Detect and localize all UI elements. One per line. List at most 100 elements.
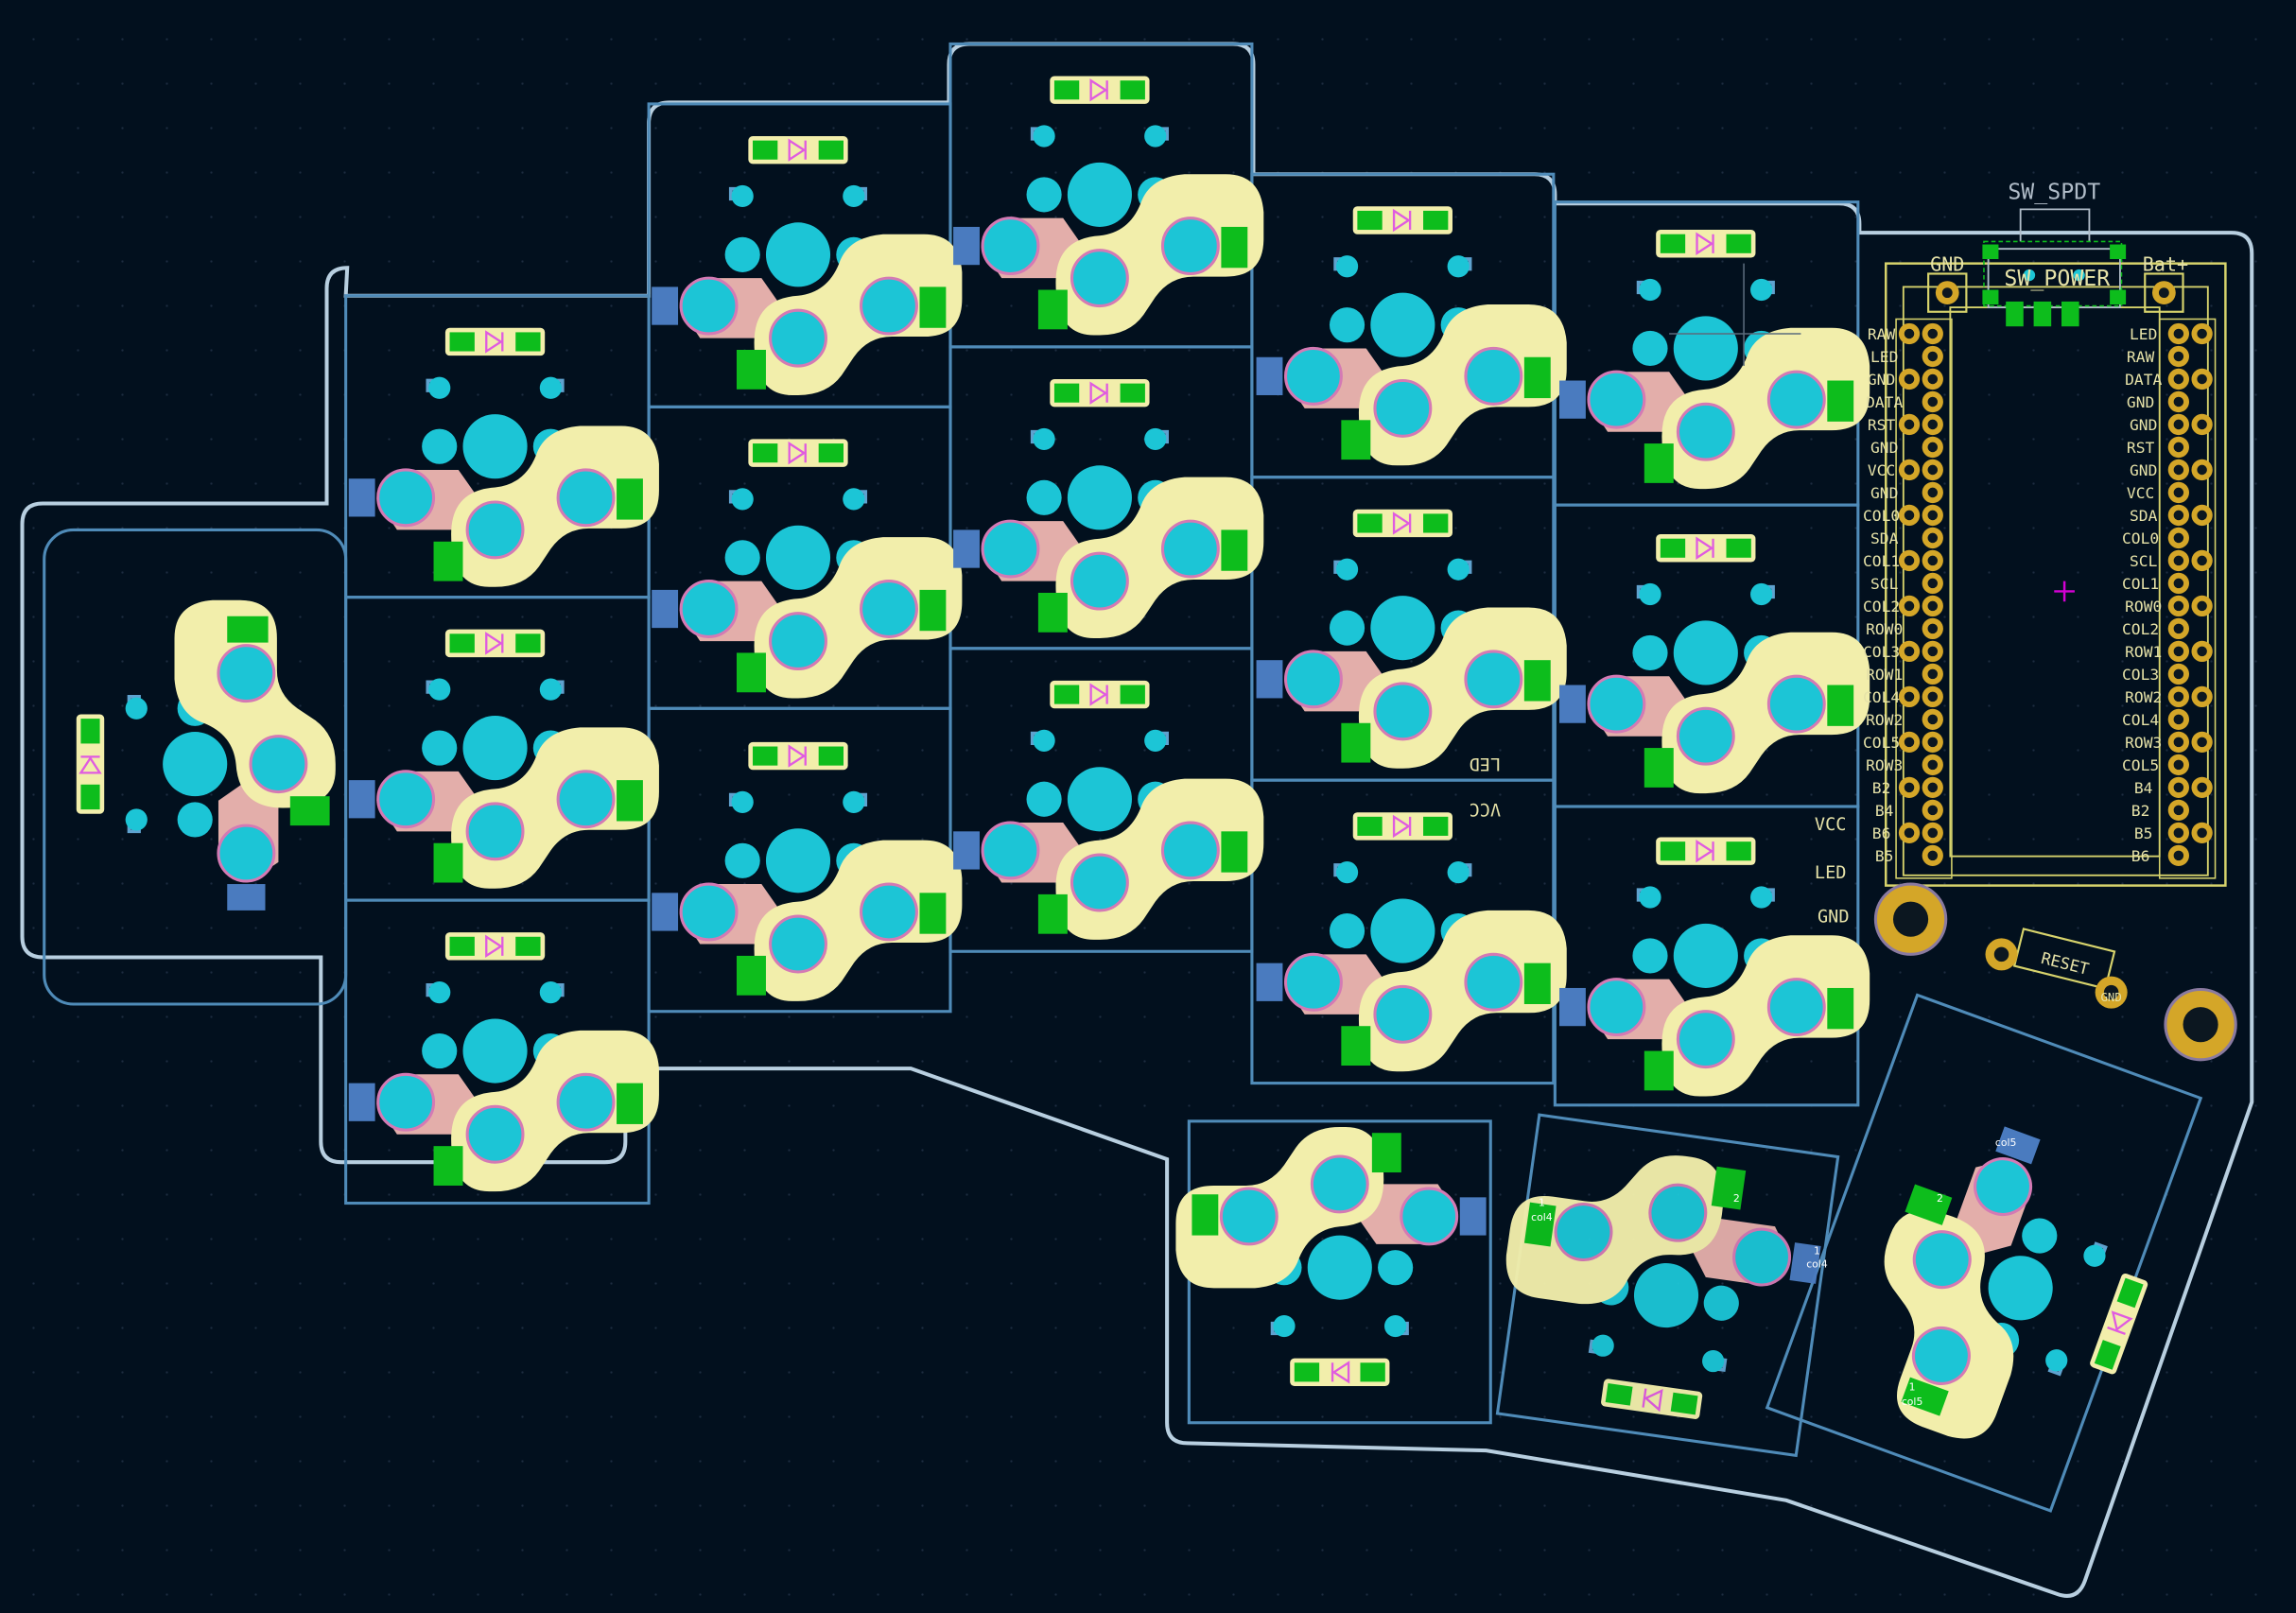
header-pin bbox=[1898, 776, 1921, 799]
header-pin bbox=[2167, 413, 2190, 436]
header-pin bbox=[2167, 390, 2190, 413]
key-switch-footprint-thumb-3[interactable] bbox=[1830, 1101, 2184, 1484]
header-left-pin-label: SCL bbox=[1870, 575, 1899, 593]
header-right-labels: LED RAW DATA GND GND RST GND VCC SDA COL0 SCL COL1 R… bbox=[2122, 325, 2162, 865]
header-left-pin-label: COL5 bbox=[1863, 734, 1900, 752]
header-right-pin-label: VCC bbox=[2127, 484, 2154, 502]
key-switch-footprint-c3r1[interactable] bbox=[951, 74, 1266, 338]
net-col4-label: col4 bbox=[1531, 1211, 1553, 1223]
header-pin bbox=[2191, 504, 2213, 527]
header-pin bbox=[2191, 776, 2213, 799]
header-pin bbox=[1898, 322, 1921, 345]
header-pin bbox=[2167, 731, 2190, 754]
header-pin bbox=[1898, 549, 1921, 572]
header-pin bbox=[2191, 549, 2213, 572]
header-pin bbox=[1922, 708, 1943, 731]
header-pin bbox=[1922, 731, 1943, 754]
header-pin bbox=[2167, 617, 2190, 640]
header-pin bbox=[1922, 572, 1943, 595]
gnd-pin-label: GND bbox=[1818, 907, 1850, 927]
pad-number-1: 1 bbox=[1539, 1197, 1545, 1209]
header-pin bbox=[2191, 822, 2213, 844]
header-pin bbox=[1898, 731, 1921, 754]
header-pin bbox=[2191, 595, 2213, 617]
battery-connector[interactable]: GND Bat+ bbox=[1927, 252, 2188, 313]
header-right-pin-label: DATA bbox=[2125, 371, 2162, 389]
reset-button-footprint[interactable]: RESET GND bbox=[1985, 928, 2128, 1009]
header-pin bbox=[2167, 754, 2190, 776]
header-pin bbox=[2167, 459, 2190, 481]
key-switch-footprint-inner-rotated[interactable] bbox=[74, 598, 338, 912]
header-pin bbox=[1922, 844, 1943, 867]
header-right-pin-label: COL5 bbox=[2122, 756, 2159, 774]
key-switch-footprint-c3r2[interactable] bbox=[951, 377, 1266, 640]
header-pin bbox=[2191, 368, 2213, 390]
header-right-pin-label: LED bbox=[2130, 325, 2157, 343]
key-switch-footprint-c2r1[interactable] bbox=[650, 134, 965, 397]
header-right-pin-label: B5 bbox=[2134, 824, 2153, 842]
key-switch-footprint-c5r2[interactable] bbox=[1557, 532, 1872, 795]
key-switch-footprint-c3r3[interactable] bbox=[951, 679, 1266, 942]
crosshair-cursor bbox=[1669, 263, 1801, 367]
key-switch-footprint-c5r1[interactable] bbox=[1557, 228, 1872, 491]
header-pin bbox=[1898, 685, 1921, 708]
key-switch-footprint-c1r2[interactable] bbox=[346, 627, 661, 891]
header-left-pin-label: COL3 bbox=[1863, 643, 1900, 661]
header-right-pin-label: B6 bbox=[2131, 847, 2150, 865]
header-pin bbox=[1922, 368, 1943, 390]
key-switch-footprint-c2r3[interactable] bbox=[650, 740, 965, 1003]
header-left-pin-label: B6 bbox=[1872, 824, 1891, 842]
header-left-pin-label: LED bbox=[1870, 348, 1898, 366]
key-switch-footprint-c4r1[interactable] bbox=[1254, 204, 1569, 468]
header-pin bbox=[1922, 617, 1943, 640]
header-left-pin-label: ROW2 bbox=[1866, 711, 1903, 729]
header-pin bbox=[1922, 776, 1943, 799]
header-pin bbox=[2167, 663, 2190, 685]
header-left-pin-label: RST bbox=[1868, 416, 1896, 434]
key-switch-footprint-c1r3[interactable] bbox=[346, 930, 661, 1194]
header-left-pin-label: ROW1 bbox=[1866, 666, 1903, 684]
bat-plus-label: Bat+ bbox=[2143, 252, 2188, 275]
header-pin bbox=[2167, 844, 2190, 867]
header-pin bbox=[1922, 595, 1943, 617]
header-right-pin-label: RST bbox=[2127, 439, 2155, 457]
header-right-pin-label: GND bbox=[2127, 393, 2154, 411]
led-mirrored-label: LED bbox=[1470, 754, 1502, 773]
header-pin bbox=[1922, 504, 1943, 527]
key-switch-footprint-c4r3[interactable] bbox=[1254, 810, 1569, 1074]
header-right-pin-label: COL0 bbox=[2122, 529, 2159, 547]
header-pin bbox=[1922, 663, 1943, 685]
header-pin bbox=[2191, 459, 2213, 481]
header-pin bbox=[2167, 822, 2190, 844]
header-pin bbox=[1898, 459, 1921, 481]
header-pin bbox=[1922, 527, 1943, 549]
header-pin bbox=[1898, 504, 1921, 527]
header-pin bbox=[1922, 549, 1943, 572]
net-col4-label-b: col4 bbox=[1806, 1258, 1828, 1271]
pad-number-1b: 1 bbox=[1814, 1245, 1820, 1257]
header-pin bbox=[1922, 390, 1943, 413]
key-switch-footprint-c1r1[interactable] bbox=[346, 325, 661, 589]
pad-number-2: 2 bbox=[1733, 1192, 1740, 1205]
header-pin bbox=[2167, 549, 2190, 572]
key-switch-footprint-thumb-2[interactable] bbox=[1486, 1131, 1833, 1435]
key-switch-footprint-c4r2[interactable] bbox=[1254, 507, 1569, 771]
header-left-pin-label: DATA bbox=[1866, 393, 1903, 411]
sw-spdt-label: SW_SPDT bbox=[2008, 180, 2100, 205]
header-pin bbox=[1922, 685, 1943, 708]
header-pins bbox=[1898, 322, 2213, 867]
net-col5-label-b: col5 bbox=[1902, 1396, 1922, 1408]
header-right-pin-label: ROW2 bbox=[2125, 688, 2162, 706]
pin-silkscreen-labels: VCC LED GND LED VCC bbox=[1470, 754, 1850, 927]
power-switch-footprint[interactable]: SW_SPDT SW_POWER bbox=[1982, 180, 2127, 327]
header-pin bbox=[1898, 640, 1921, 663]
microcontroller-footprint[interactable]: RAW LED GND DATA RST GND VCC GND COL0 SDA COL1 SCL C… bbox=[1863, 262, 2227, 887]
header-pin bbox=[1898, 595, 1921, 617]
key-switch-footprint-thumb-1[interactable] bbox=[1174, 1125, 1488, 1388]
header-pin bbox=[1922, 345, 1943, 368]
header-pin bbox=[1922, 754, 1943, 776]
header-left-pin-label: SDA bbox=[1870, 529, 1899, 547]
header-pin bbox=[1898, 413, 1921, 436]
key-switch-footprint-c2r2[interactable] bbox=[650, 437, 965, 701]
